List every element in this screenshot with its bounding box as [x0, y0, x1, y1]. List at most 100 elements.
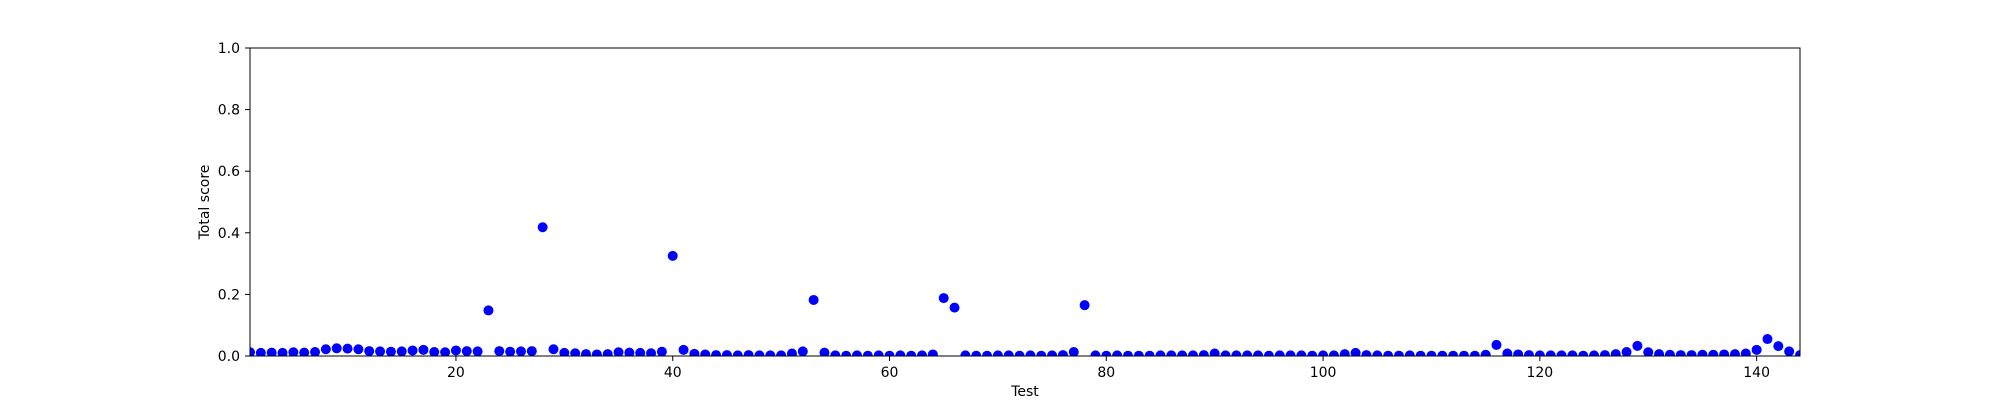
data-point	[700, 349, 711, 356]
data-point	[927, 349, 938, 356]
data-point	[1675, 350, 1686, 356]
data-point	[711, 350, 722, 356]
data-point	[1263, 350, 1274, 356]
data-point	[1784, 346, 1795, 356]
data-point	[635, 347, 646, 356]
y-tick-label: 1.0	[218, 41, 240, 57]
data-point	[743, 350, 754, 356]
data-point	[537, 222, 548, 233]
y-tick-label: 0.6	[218, 164, 240, 180]
data-point	[342, 343, 353, 354]
data-point	[1448, 350, 1459, 356]
data-point	[331, 343, 342, 354]
data-point	[1350, 347, 1361, 356]
data-point	[906, 350, 917, 356]
data-point	[949, 302, 960, 313]
data-point	[418, 344, 429, 355]
y-axis-label: Total score	[197, 165, 213, 241]
data-point	[1220, 350, 1231, 356]
y-tick-label: 0.2	[218, 287, 240, 303]
data-point	[960, 350, 971, 356]
data-point	[396, 346, 407, 356]
data-point	[1112, 350, 1123, 356]
x-tick-label: 80	[1097, 365, 1115, 381]
data-point	[461, 346, 472, 356]
data-point	[494, 346, 505, 356]
data-point	[689, 348, 700, 356]
data-point	[581, 349, 592, 356]
data-point	[1068, 346, 1079, 356]
data-point	[1686, 350, 1697, 356]
data-point	[1047, 350, 1058, 356]
data-point	[483, 305, 494, 316]
data-point	[526, 346, 537, 356]
data-point	[1567, 350, 1578, 356]
data-point	[255, 347, 266, 356]
data-point	[917, 350, 928, 356]
data-point	[1025, 350, 1036, 356]
data-point	[353, 344, 364, 355]
data-point	[624, 347, 635, 356]
data-point	[971, 350, 982, 356]
data-point	[1057, 350, 1068, 356]
data-point	[1534, 350, 1545, 356]
data-point	[678, 344, 689, 355]
data-point	[1795, 350, 1800, 356]
data-point	[841, 350, 852, 356]
data-point	[505, 346, 516, 356]
data-point	[895, 350, 906, 356]
x-tick-label: 140	[1743, 365, 1770, 381]
data-point	[1773, 341, 1784, 352]
data-point	[1491, 339, 1502, 350]
data-point	[364, 346, 375, 356]
data-point	[1729, 349, 1740, 356]
data-point	[797, 346, 808, 356]
data-point	[1589, 350, 1600, 356]
data-point	[591, 349, 602, 356]
data-point	[1209, 348, 1220, 356]
data-point	[1643, 347, 1654, 356]
data-point	[1610, 349, 1621, 356]
data-point	[1599, 350, 1610, 356]
data-point	[1101, 350, 1112, 356]
data-point	[1762, 334, 1773, 345]
data-point	[1188, 350, 1199, 356]
data-point	[851, 350, 862, 356]
data-point	[1751, 344, 1762, 355]
y-tick-label: 0.0	[218, 349, 240, 365]
data-point	[830, 350, 841, 356]
data-point	[765, 350, 776, 356]
data-point	[1328, 350, 1339, 356]
x-tick-label: 40	[664, 365, 682, 381]
data-point	[1502, 348, 1513, 356]
data-point	[656, 346, 667, 356]
data-point	[266, 347, 277, 356]
data-point	[429, 346, 440, 356]
data-point	[1307, 350, 1318, 356]
data-point	[1654, 349, 1665, 356]
data-point	[1155, 350, 1166, 356]
data-point	[1166, 350, 1177, 356]
data-point	[1458, 350, 1469, 356]
data-point	[1664, 349, 1675, 356]
data-point	[1719, 349, 1730, 356]
data-point	[613, 347, 624, 356]
data-point	[819, 347, 830, 356]
data-point	[1393, 350, 1404, 356]
data-point	[808, 294, 819, 305]
y-tick-label: 0.4	[218, 226, 240, 242]
data-point	[873, 350, 884, 356]
data-point	[1545, 350, 1556, 356]
y-tick-label: 0.8	[218, 103, 240, 119]
x-tick-label: 20	[447, 365, 465, 381]
data-point	[776, 350, 787, 356]
x-tick-label: 60	[881, 365, 899, 381]
data-point	[1253, 350, 1264, 356]
data-point	[320, 344, 331, 355]
data-point	[1578, 350, 1589, 356]
data-point	[1372, 350, 1383, 356]
data-point	[1469, 350, 1480, 356]
x-axis-label: Test	[1010, 384, 1039, 400]
x-tick-label: 120	[1526, 365, 1553, 381]
x-tick-label: 100	[1310, 365, 1337, 381]
